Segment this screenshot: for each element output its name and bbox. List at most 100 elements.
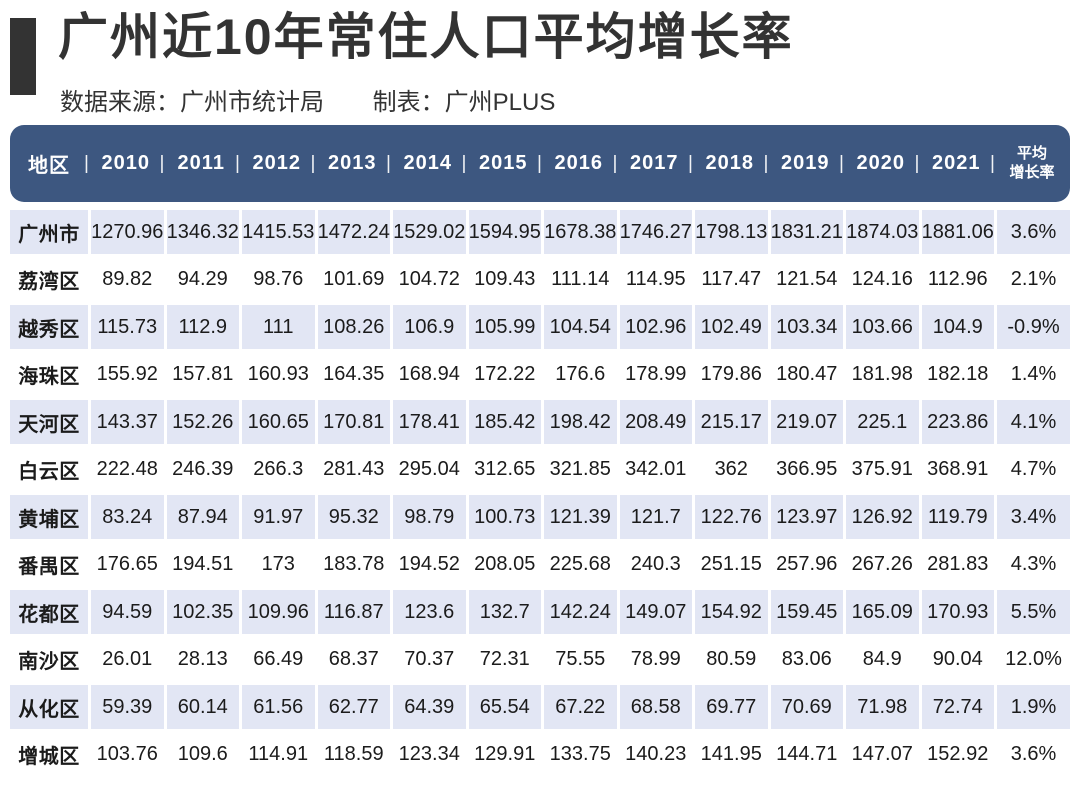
header-label: 2013: [328, 152, 377, 174]
header-cell-year: | 2019: [764, 125, 844, 202]
header-separator: |: [310, 152, 316, 174]
population-value-cell: 98.79: [390, 495, 466, 539]
population-value-cell: 67.22: [541, 685, 617, 729]
population-value-cell: 172.22: [465, 352, 542, 397]
subtitle: 数据来源：广州市统计局 制表：广州PLUS: [60, 82, 555, 117]
population-value-cell: 132.7: [465, 590, 541, 634]
population-value-cell: 71.98: [843, 685, 919, 729]
population-value-cell: 219.07: [767, 400, 843, 444]
population-value-cell: 179.86: [692, 352, 768, 397]
population-value-cell: 1346.32: [163, 210, 239, 254]
region-cell: 越秀区: [10, 305, 88, 349]
population-value-cell: 366.95: [767, 447, 844, 492]
population-value-cell: 143.37: [88, 400, 164, 444]
region-cell: 增城区: [18, 746, 80, 768]
population-value-cell: 142.24: [541, 590, 617, 634]
population-value-cell: 149.07: [616, 590, 692, 634]
population-value-cell: 121.7: [616, 495, 692, 539]
population-value-cell: 121.39: [541, 495, 617, 539]
population-value-cell: 104.54: [541, 305, 617, 349]
population-value-cell: 123.97: [767, 495, 843, 539]
population-value-cell: 267.26: [843, 542, 919, 587]
population-value-cell: 109.6: [163, 732, 240, 777]
population-value-cell: 114.95: [616, 257, 693, 302]
region-cell: 番禺区: [18, 556, 80, 578]
population-value-cell: 154.92: [692, 590, 768, 634]
population-value-cell: 95.32: [314, 495, 390, 539]
table-row: 番禺区 176.65 194.51 173 183.78 194.52 208.05 225.…: [10, 542, 1070, 587]
population-value-cell: 102.96: [616, 305, 692, 349]
population-value-cell: 65.54: [465, 685, 541, 729]
population-value-cell: 124.16: [843, 257, 919, 302]
data-source-label: 数据来源：广州市统计局: [60, 89, 324, 116]
header-separator: |: [235, 152, 240, 174]
header-cell-year: | 2010: [84, 125, 164, 202]
population-value-cell: 240.3: [616, 542, 693, 587]
population-value-cell: 178.41: [390, 400, 466, 444]
population-value-cell: 180.47: [767, 352, 844, 397]
population-value-cell: 223.86: [918, 400, 994, 444]
header-separator: |: [537, 152, 542, 174]
population-value-cell: 83.24: [88, 495, 164, 539]
population-value-cell: 90.04: [918, 637, 995, 682]
population-value-cell: 61.56: [239, 685, 315, 729]
header-label: 2014: [403, 152, 452, 174]
population-value-cell: 185.42: [465, 400, 541, 444]
header-separator: |: [461, 152, 467, 174]
avg-growth-cell: 3.6%: [994, 732, 1070, 777]
population-value-cell: 147.07: [843, 732, 919, 777]
population-value-cell: 84.9: [843, 637, 919, 682]
population-value-cell: 178.99: [616, 352, 693, 397]
population-value-cell: 115.73: [88, 305, 164, 349]
avg-growth-cell: 3.6%: [994, 210, 1070, 254]
population-table-body: 广州市 1270.96 1346.32 1415.53 1472.24 1529.02 15…: [10, 210, 1070, 780]
header-cell-year: | 2012: [235, 125, 315, 202]
avg-growth-cell: 4.7%: [994, 447, 1070, 492]
population-value-cell: 111: [239, 305, 315, 349]
population-value-cell: 28.13: [163, 637, 240, 682]
header-separator: |: [839, 152, 844, 174]
population-value-cell: 66.49: [239, 637, 315, 682]
population-value-cell: 102.49: [692, 305, 768, 349]
region-cell: 黄埔区: [10, 495, 88, 539]
population-value-cell: 181.98: [843, 352, 919, 397]
table-row: 天河区 143.37 152.26 160.65 170.81 178.41 185.42 1…: [10, 400, 1070, 444]
population-value-cell: 59.39: [88, 685, 164, 729]
population-value-cell: 118.59: [314, 732, 391, 777]
population-value-cell: 101.69: [314, 257, 391, 302]
avg-growth-cell: 1.4%: [994, 352, 1070, 397]
population-value-cell: 1831.21: [767, 210, 843, 254]
table-row: 广州市 1270.96 1346.32 1415.53 1472.24 1529.02 15…: [10, 210, 1070, 254]
avg-growth-cell: 12.0%: [994, 637, 1070, 682]
population-value-cell: 83.06: [767, 637, 844, 682]
population-value-cell: 362: [692, 447, 768, 492]
header-label: 2018: [705, 152, 754, 174]
population-value-cell: 103.66: [843, 305, 919, 349]
header-label: 2021: [932, 152, 981, 174]
population-value-cell: 225.68: [541, 542, 617, 587]
population-value-cell: 141.95: [692, 732, 768, 777]
population-value-cell: 70.37: [390, 637, 466, 682]
population-value-cell: 68.58: [616, 685, 692, 729]
population-value-cell: 87.94: [163, 495, 239, 539]
population-value-cell: 1874.03: [843, 210, 919, 254]
avg-growth-cell: -0.9%: [994, 305, 1070, 349]
header-cell-year: | 2015: [462, 125, 542, 202]
population-value-cell: 246.39: [163, 447, 240, 492]
population-value-cell: 105.99: [465, 305, 541, 349]
population-value-cell: 266.3: [239, 447, 315, 492]
header-cell-year: | 2011: [160, 125, 240, 202]
population-value-cell: 1881.06: [918, 210, 994, 254]
header-cell-year: | 2020: [839, 125, 919, 202]
population-value-cell: 80.59: [692, 637, 768, 682]
population-value-cell: 102.35: [163, 590, 239, 634]
header-separator: |: [386, 152, 391, 174]
header-cell-year: | 2018: [688, 125, 768, 202]
population-value-cell: 159.45: [767, 590, 843, 634]
header-label: 平均 增长率: [1009, 144, 1055, 181]
header-separator: |: [159, 152, 165, 174]
header-cell-year: | 2014: [386, 125, 466, 202]
population-value-cell: 109.43: [465, 257, 542, 302]
population-value-cell: 155.92: [88, 352, 164, 397]
